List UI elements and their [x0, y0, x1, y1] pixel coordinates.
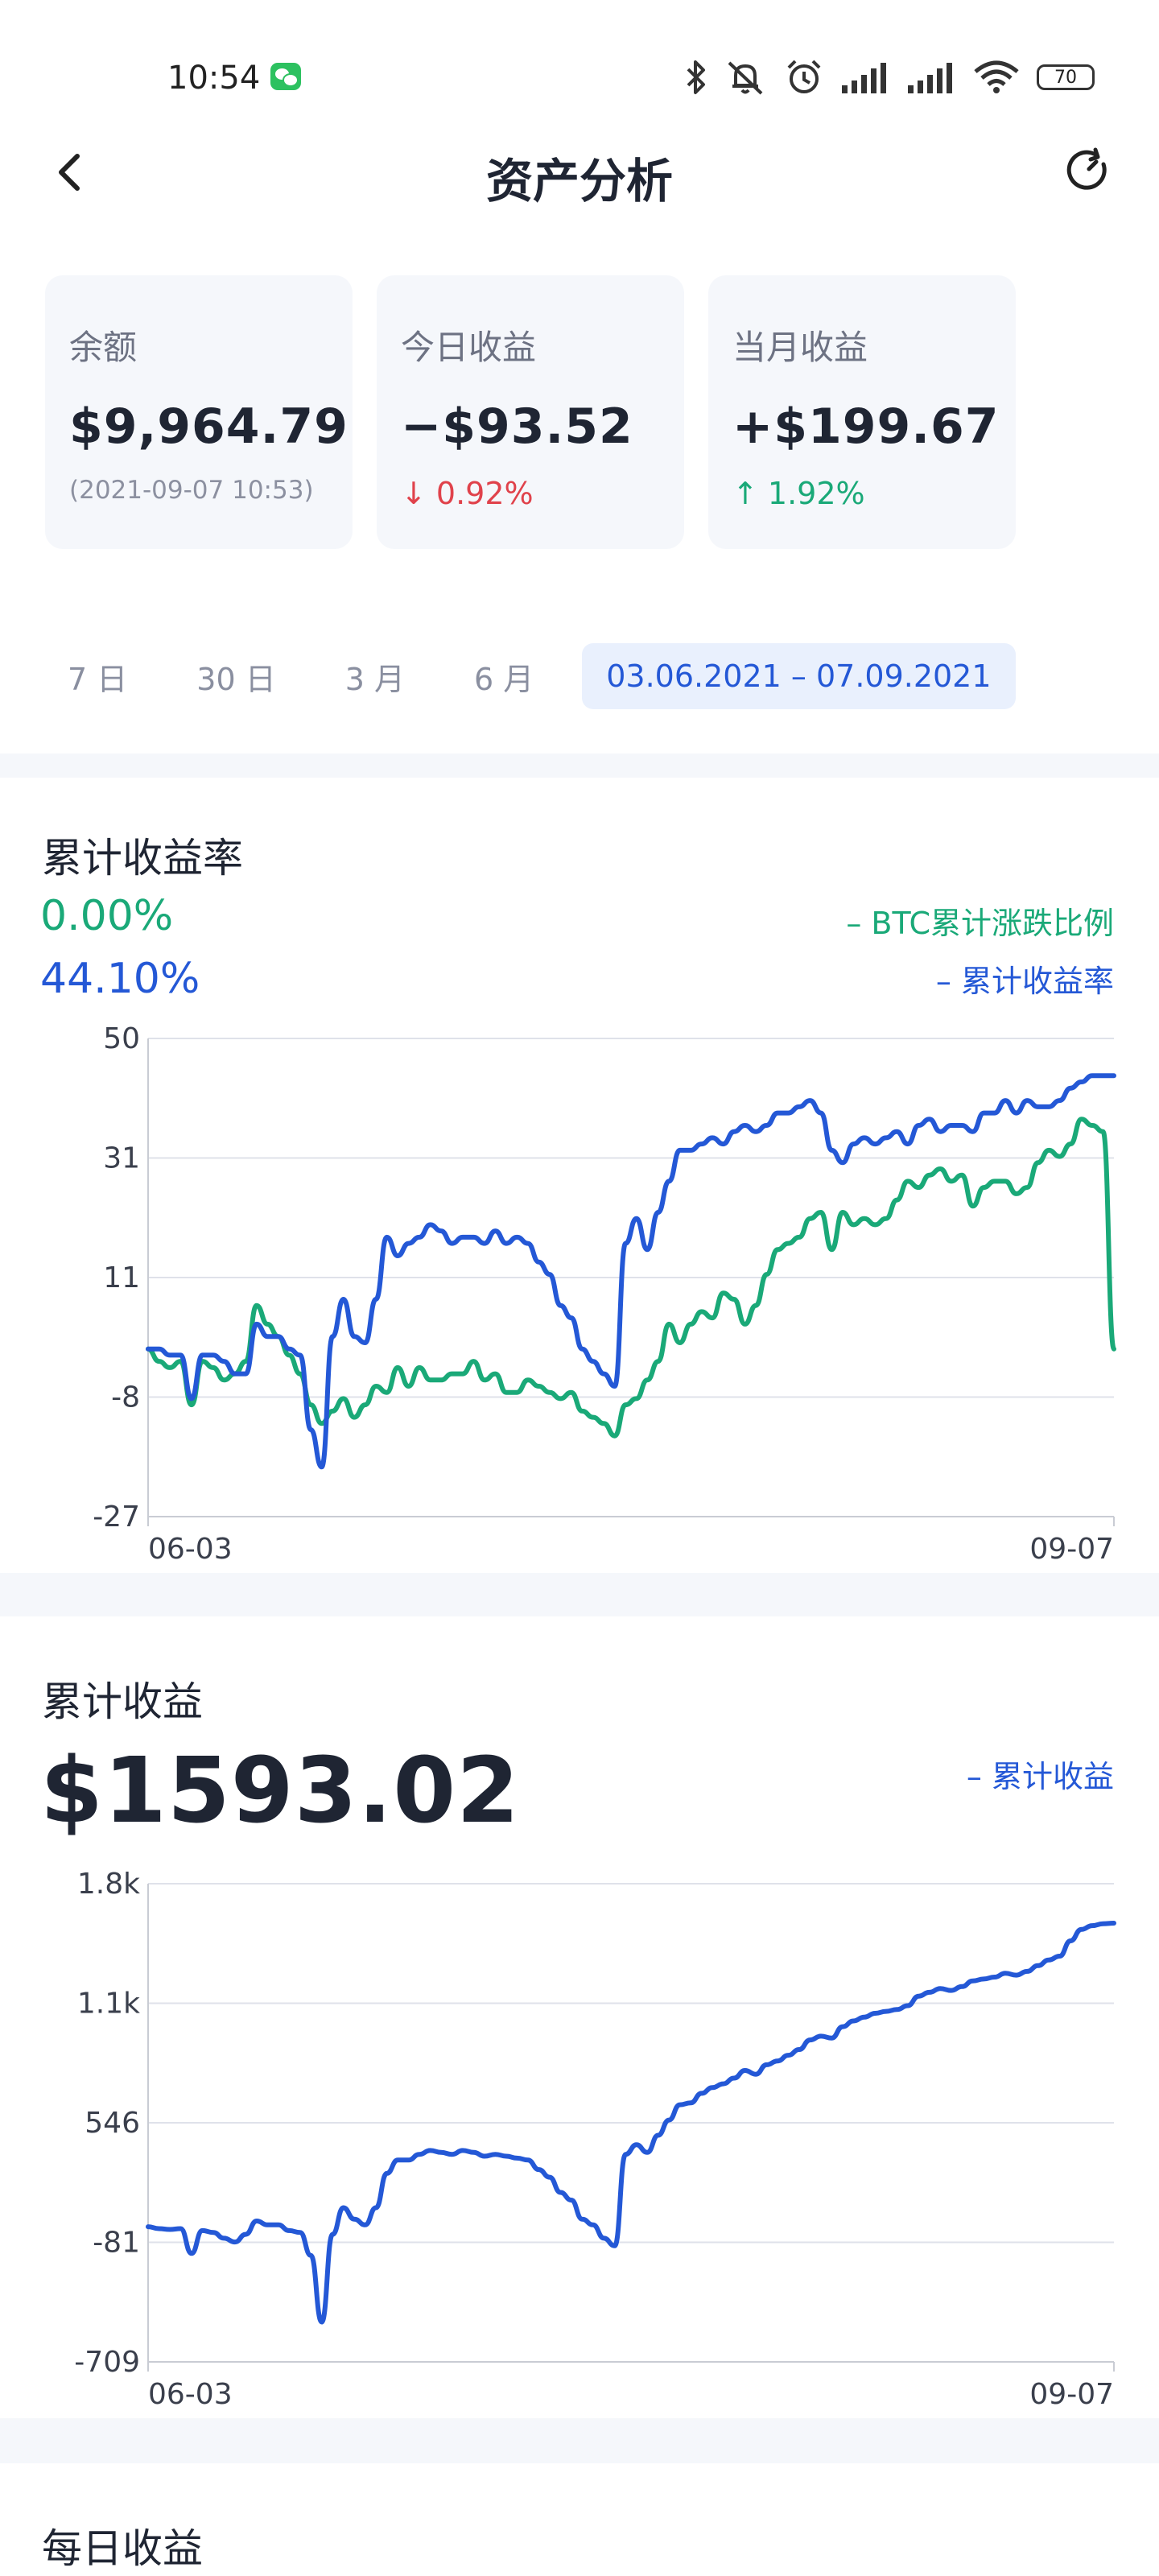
month-earnings-card: 当月收益 +$199.67 ↑ 1.92%	[708, 275, 1016, 549]
legend-portfolio: – 累计收益率	[935, 964, 1114, 999]
status-icons: 70	[686, 55, 1095, 100]
section-divider	[0, 2418, 1159, 2463]
card-value: −$93.52	[401, 398, 633, 455]
legend-cumulative: – 累计收益	[966, 1759, 1114, 1794]
balance-card: 余额 $9,964.79 (2021-09-07 10:53)	[45, 275, 353, 549]
card-value: +$199.67	[732, 398, 1000, 455]
y-tick-label: 31	[103, 1142, 140, 1175]
header: 资产分析	[0, 129, 1159, 217]
x-tick-label-start: 06-03	[148, 1533, 233, 1566]
card-change-down: ↓ 0.92%	[401, 476, 534, 511]
y-tick-label: 50	[103, 1022, 140, 1055]
wifi-icon	[974, 60, 1019, 93]
y-tick-label: 546	[85, 2107, 140, 2140]
refresh-button[interactable]	[1061, 143, 1117, 200]
y-tick-label: -709	[74, 2346, 140, 2379]
mute-bell-icon	[728, 61, 763, 95]
range-tabs: 7 日 30 日 3 月 6 月 03.06.2021 – 07.09.2021	[68, 643, 1085, 709]
wechat-notification-icon	[270, 63, 301, 90]
btc-return-value: 0.00%	[40, 892, 174, 940]
tab-6m[interactable]: 6 月	[473, 661, 534, 697]
signal-icon	[842, 63, 886, 93]
page-title: 资产分析	[485, 154, 673, 208]
series-line-portfolio	[146, 1073, 1116, 1470]
x-tick-label-start: 06-03	[148, 2378, 233, 2411]
x-tick-label-end: 09-07	[1029, 2378, 1114, 2411]
y-tick-label: -81	[93, 2227, 140, 2260]
today-earnings-card: 今日收益 −$93.52 ↓ 0.92%	[377, 275, 684, 549]
y-tick-label: 11	[103, 1261, 140, 1294]
x-tick-label-end: 09-07	[1029, 1533, 1114, 1566]
card-change-up: ↑ 1.92%	[732, 476, 865, 511]
signal-icon-2	[908, 63, 952, 93]
chevron-left-icon	[59, 154, 80, 191]
tab-30d[interactable]: 30 日	[196, 661, 276, 697]
portfolio-return-value: 44.10%	[40, 955, 200, 1003]
daily-title: 每日收益	[42, 2525, 203, 2572]
card-timestamp: (2021-09-07 10:53)	[69, 476, 314, 505]
y-tick-label: -27	[93, 1501, 140, 1534]
refresh-icon	[1066, 147, 1107, 190]
series-line-portfolio	[146, 1921, 1116, 2325]
card-value: $9,964.79	[69, 398, 349, 455]
cumulative-title: 累计收益	[42, 1678, 203, 1725]
tab-7d[interactable]: 7 日	[68, 661, 128, 697]
status-time: 10:54	[167, 60, 261, 97]
y-tick-label: -8	[111, 1381, 140, 1414]
bluetooth-icon	[687, 60, 705, 94]
tab-3m[interactable]: 3 月	[344, 661, 405, 697]
legend-btc: – BTC累计涨跌比例	[846, 906, 1114, 941]
tab-custom-range[interactable]: 03.06.2021 – 07.09.2021	[582, 643, 1016, 709]
card-label: 当月收益	[732, 328, 868, 367]
section-divider	[0, 1573, 1159, 1616]
card-label: 今日收益	[401, 328, 537, 367]
y-tick-label: 1.8k	[77, 1868, 140, 1901]
y-tick-label: 1.1k	[77, 1988, 140, 2021]
back-button[interactable]	[50, 145, 98, 201]
card-label: 余额	[69, 328, 138, 367]
section-divider	[0, 753, 1159, 778]
cumulative-value: $1593.02	[40, 1739, 521, 1843]
alarm-icon	[787, 60, 821, 93]
status-bar: 10:54 70	[0, 0, 1159, 153]
battery-icon: 70	[1037, 64, 1095, 90]
stat-cards: 余额 $9,964.79 (2021-09-07 10:53) 今日收益 −$9…	[45, 275, 1016, 549]
return-rate-title: 累计收益率	[42, 835, 243, 881]
